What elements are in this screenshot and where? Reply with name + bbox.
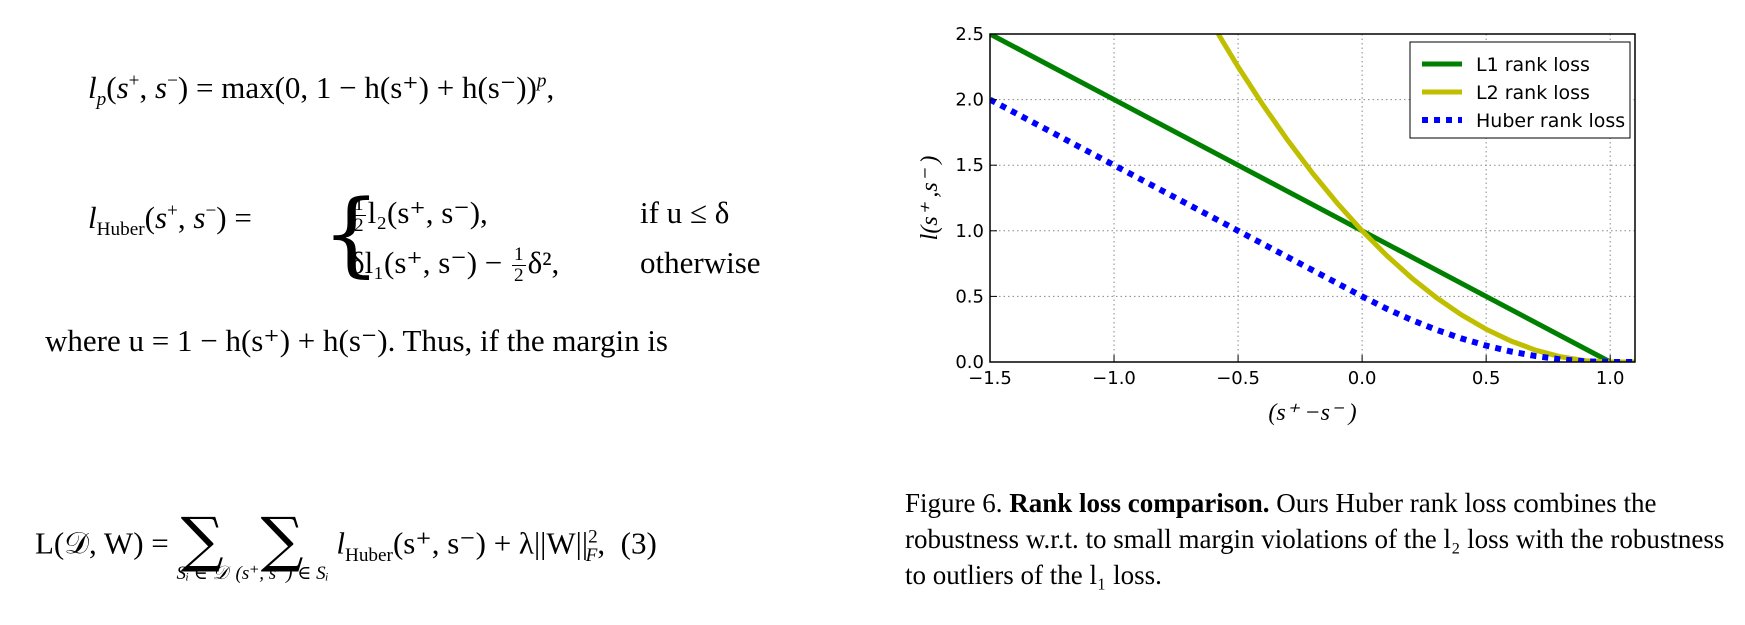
y-tick-label: 2.5 <box>955 24 984 45</box>
y-tick-label: 0.0 <box>955 352 984 373</box>
where-text: where u = 1 − h(s⁺) + h(s⁻). Thus, if th… <box>45 323 668 358</box>
loss-huber-subscript: Huber <box>344 544 393 566</box>
x-tick-label: 0.0 <box>1348 368 1377 389</box>
series-line-3 <box>990 96 1635 362</box>
huber-case-2-expr: δl₁(s⁺, s⁻) − <box>350 245 503 280</box>
chart-legend: L1 rank loss L2 rank loss Huber rank loss <box>1409 41 1631 139</box>
lp-symbol: l <box>88 70 97 105</box>
lp-exponent: p <box>536 70 547 92</box>
norm-subscript: F <box>585 544 598 566</box>
series-line-2 <box>1216 34 1635 362</box>
caption-body: Ours Huber rank loss combines the robust… <box>905 488 1725 590</box>
x-tick-label: −1.5 <box>968 368 1012 389</box>
huber-case-1: 1 2 l₂(s⁺, s⁻), <box>352 194 488 237</box>
loss-term: (s⁺, s⁻) + λ||W|| <box>392 525 589 561</box>
huber-symbol: l <box>88 200 97 235</box>
norm-exponent: 2 <box>588 526 598 548</box>
legend-label: L1 rank loss <box>1476 54 1590 76</box>
x-tick-label: 1.0 <box>1596 368 1625 389</box>
y-tick-label: 1.0 <box>955 221 984 242</box>
loss-equation: L(𝒟, W) = ∑ Sᵢ ∈ 𝒟 ∑ (s⁺, s⁻) ∈ Sᵢ lHube… <box>35 505 657 584</box>
legend-label: L2 rank loss <box>1476 82 1590 104</box>
chart-series <box>990 34 1635 362</box>
x-tick-label: −0.5 <box>1216 368 1260 389</box>
huber-subscript: Huber <box>96 219 145 241</box>
sum-over-sets: ∑ Sᵢ ∈ 𝒟 <box>177 510 228 583</box>
x-tick-label: −1.0 <box>1092 368 1136 389</box>
huber-case-2: δl₁(s⁺, s⁻) − 1 2 δ², <box>350 244 560 287</box>
loss-huber-symbol: l <box>336 525 345 561</box>
sum-2-subscript: (s⁺, s⁻) ∈ Sᵢ <box>235 563 329 584</box>
rank-loss-chart: −1.5 −1.0 −0.5 0.0 0.5 1.00.00.51.01.52.02.5 … <box>917 24 1636 426</box>
huber-case-2-tail: δ², <box>527 245 560 280</box>
huber-case-1-condition: if u ≤ δ <box>640 195 730 230</box>
plot-frame <box>989 33 1636 363</box>
sum-symbol-1: ∑ <box>180 505 224 575</box>
y-tick-label: 2.0 <box>955 90 984 111</box>
sum-1-subscript: Sᵢ ∈ 𝒟 <box>176 563 228 584</box>
cases-brace: { <box>322 180 381 287</box>
equation-number: (3) <box>620 525 657 561</box>
legend-label: Huber rank loss <box>1476 110 1625 132</box>
loss-lhs: L(𝒟, W) = <box>35 525 169 561</box>
huber-case-2-condition: otherwise <box>640 245 761 280</box>
lp-subscript: p <box>96 89 107 111</box>
y-tick-label: 0.5 <box>955 286 984 307</box>
x-axis-label: (s⁺ −s⁻ ) <box>1268 400 1356 426</box>
caption-prefix: Figure 6. <box>905 488 1003 518</box>
lp-equation: lp(s+, s−) = max(0, 1 − h(s⁺) + h(s⁻))p, <box>88 70 555 111</box>
huber-case-1-expr: l₂(s⁺, s⁻), <box>367 195 488 230</box>
caption-title: Rank loss comparison. <box>1009 488 1270 518</box>
lp-rhs: max(0, 1 − h(s⁺) + h(s⁻)) <box>221 70 537 105</box>
figure-caption: Figure 6. Rank loss comparison. Ours Hub… <box>905 485 1735 593</box>
y-tick-label: 1.5 <box>955 155 984 176</box>
sum-over-pairs: ∑ (s⁺, s⁻) ∈ Sᵢ <box>236 510 329 583</box>
huber-equation-lhs: lHuber(s+, s−) = <box>88 200 252 241</box>
y-axis-label: l(s⁺ ,s⁻ ) <box>917 156 943 241</box>
sum-symbol-2: ∑ <box>260 505 304 575</box>
chart-ticks: −1.5 −1.0 −0.5 0.0 0.5 1.0 0.0 0.5 1.0 1.5 2.0 2.5 <box>955 24 1624 389</box>
x-tick-label: 0.5 <box>1472 368 1501 389</box>
